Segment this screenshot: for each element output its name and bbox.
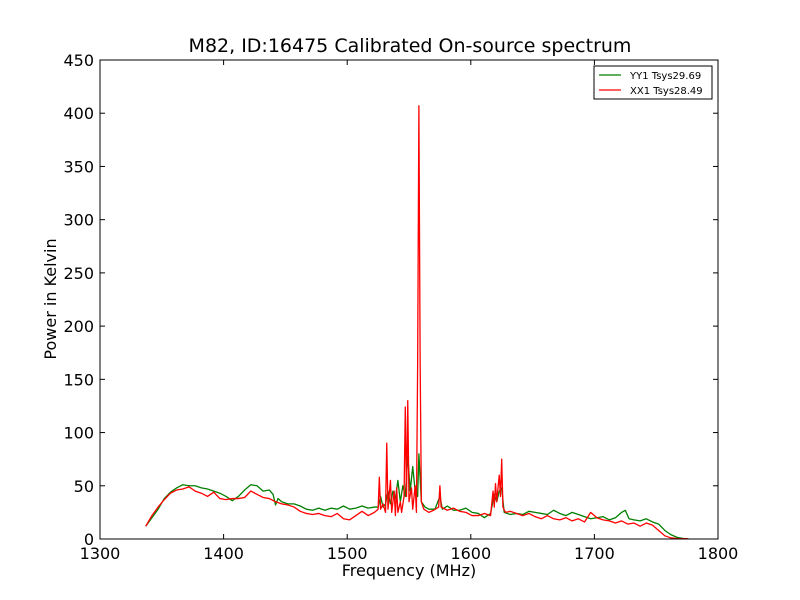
x-tick-label: 1400 [203, 544, 244, 563]
y-axis: 0 50 100 150 200 250 300 350 400 450 [63, 51, 718, 549]
x-axis: 1300 1400 1500 1600 1700 1800 [80, 60, 739, 563]
y-tick-label: 250 [63, 264, 94, 283]
y-tick-label: 350 [63, 157, 94, 176]
y-axis-label: Power in Kelvin [41, 238, 60, 359]
y-tick-label: 50 [74, 477, 94, 496]
y-tick-label: 450 [63, 51, 94, 70]
y-tick-label: 200 [63, 317, 94, 336]
y-tick-label: 100 [63, 424, 94, 443]
series-line-xx1 [145, 105, 689, 539]
legend-entry: YY1 Tsys29.69 [629, 71, 701, 82]
series-layer [145, 105, 689, 539]
x-tick-label: 1800 [698, 544, 739, 563]
x-tick-label: 1600 [450, 544, 491, 563]
series-line-yy1 [145, 453, 688, 539]
y-tick-label: 300 [63, 211, 94, 230]
legend-entry: XX1 Tsys28.49 [630, 86, 703, 97]
legend: YY1 Tsys29.69 XX1 Tsys28.49 [593, 65, 713, 100]
chart-title: M82, ID:16475 Calibrated On-source spect… [189, 35, 632, 57]
x-tick-label: 1300 [80, 544, 121, 563]
x-tick-label: 1700 [574, 544, 615, 563]
y-tick-label: 0 [84, 530, 94, 549]
plot-frame [99, 59, 719, 540]
x-axis-label: Frequency (MHz) [342, 561, 476, 580]
x-tick-label: 1500 [327, 544, 368, 563]
legend-box [593, 65, 713, 100]
y-tick-label: 400 [63, 104, 94, 123]
y-tick-label: 150 [63, 370, 94, 389]
